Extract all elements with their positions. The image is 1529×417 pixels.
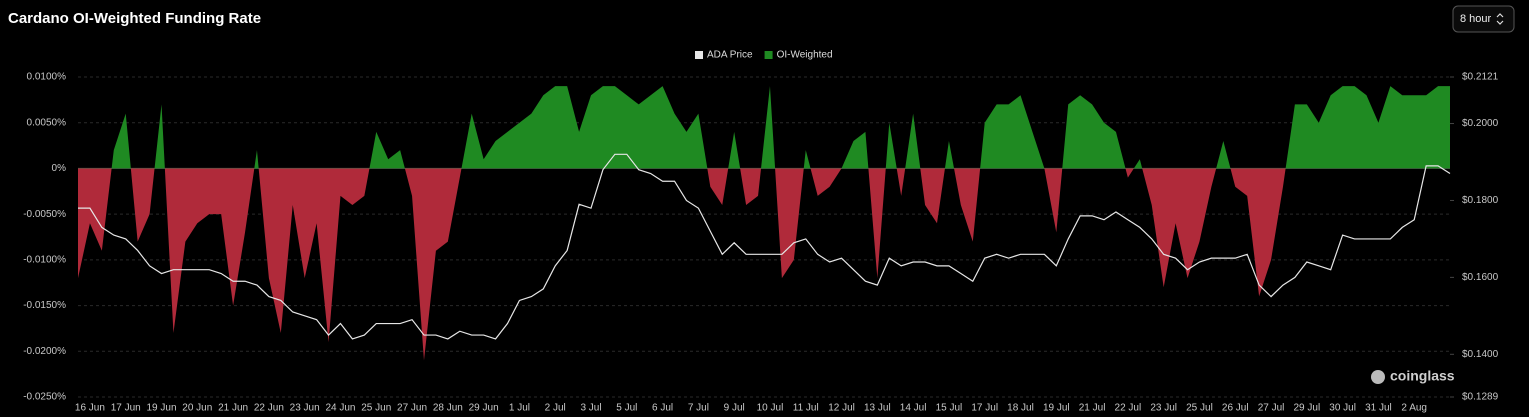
- y2-tick-label: $0.1400: [1462, 349, 1499, 360]
- x-tick-label: 23 Jun: [290, 403, 320, 414]
- x-tick-label: 21 Jun: [218, 403, 248, 414]
- x-tick-label: 14 Jul: [900, 403, 927, 414]
- select-box[interactable]: [1452, 5, 1515, 33]
- chart-title: Cardano OI-Weighted Funding Rate: [8, 10, 261, 27]
- price-line: [78, 153, 1451, 340]
- x-tick-label: 9 Jul: [724, 403, 745, 414]
- x-tick-label: 27 Jul: [1258, 403, 1285, 414]
- x-tick-label: 27 Jun: [397, 403, 427, 414]
- y2-tick-label: $0.1600: [1462, 272, 1499, 283]
- y2-tick-label: $0.2000: [1462, 118, 1499, 129]
- watermark-icon: [1371, 370, 1385, 384]
- x-tick-label: 11 Jul: [793, 403, 819, 414]
- y2-tick-label: $0.1800: [1462, 195, 1499, 206]
- x-tick-label: 1 Jul: [509, 403, 530, 414]
- y-tick-label: -0.0200%: [23, 346, 66, 357]
- y-tick-label: -0.0250%: [23, 392, 66, 403]
- x-tick-label: 29 Jun: [469, 403, 499, 414]
- y-tick-label: -0.0050%: [23, 209, 66, 220]
- x-tick-label: 6 Jul: [652, 403, 673, 414]
- x-tick-label: 19 Jun: [146, 403, 176, 414]
- x-tick-label: 28 Jun: [433, 403, 463, 414]
- y2-tick-label: $0.1289: [1462, 392, 1499, 403]
- x-tick-label: 20 Jun: [182, 403, 212, 414]
- x-tick-label: 13 Jul: [864, 403, 891, 414]
- x-tick-label: 10 Jul: [757, 403, 784, 414]
- x-tick-label: 5 Jul: [616, 403, 637, 414]
- y-tick-label: -0.0150%: [23, 300, 66, 311]
- select-chevron[interactable]: [1496, 13, 1504, 25]
- y2-tick-label: $0.2121: [1462, 72, 1499, 83]
- y-tick-label: 0.0100%: [27, 72, 67, 83]
- x-tick-label: 24 Jun: [325, 403, 355, 414]
- legend-swatch: [764, 51, 773, 59]
- x-tick-label: 30 Jul: [1329, 403, 1356, 414]
- x-tick-label: 17 Jul: [971, 403, 998, 414]
- x-tick-label: 22 Jun: [254, 403, 284, 414]
- funding-area: [78, 86, 1450, 361]
- x-tick-label: 25 Jul: [1186, 403, 1213, 414]
- y-tick-label: 0.0050%: [27, 117, 67, 128]
- x-tick-label: 7 Jul: [688, 403, 709, 414]
- x-tick-label: 16 Jun: [75, 403, 105, 414]
- legend-label: OI-Weighted: [777, 50, 833, 61]
- x-tick-label: 23 Jul: [1150, 403, 1177, 414]
- x-tick-label: 29 Jul: [1293, 403, 1320, 414]
- x-tick-label: 21 Jul: [1079, 403, 1106, 414]
- x-tick-label: 15 Jul: [936, 403, 963, 414]
- x-tick-label: 3 Jul: [580, 403, 601, 414]
- x-tick-label: 2 Jul: [545, 403, 566, 414]
- x-tick-label: 22 Jul: [1115, 403, 1142, 414]
- x-tick-label: 18 Jul: [1007, 403, 1034, 414]
- x-tick-label: 12 Jul: [828, 403, 855, 414]
- watermark-text: coinglass: [1390, 368, 1455, 384]
- legend-label: ADA Price: [707, 50, 753, 61]
- legend-swatch: [695, 51, 703, 59]
- interval-select[interactable]: 8 hour: [1452, 5, 1515, 33]
- select-value[interactable]: 8 hour: [1460, 13, 1492, 25]
- x-tick-label: 25 Jun: [361, 403, 391, 414]
- y-tick-label: 0%: [52, 163, 67, 174]
- x-tick-label: 26 Jul: [1222, 403, 1249, 414]
- x-tick-label: 19 Jul: [1043, 403, 1070, 414]
- x-tick-label: 31 Jul: [1365, 403, 1392, 414]
- x-tick-label: 2 Aug: [1401, 403, 1427, 414]
- watermark: coinglass: [1371, 368, 1455, 384]
- x-tick-label: 17 Jun: [111, 403, 141, 414]
- y-tick-label: -0.0100%: [23, 254, 66, 265]
